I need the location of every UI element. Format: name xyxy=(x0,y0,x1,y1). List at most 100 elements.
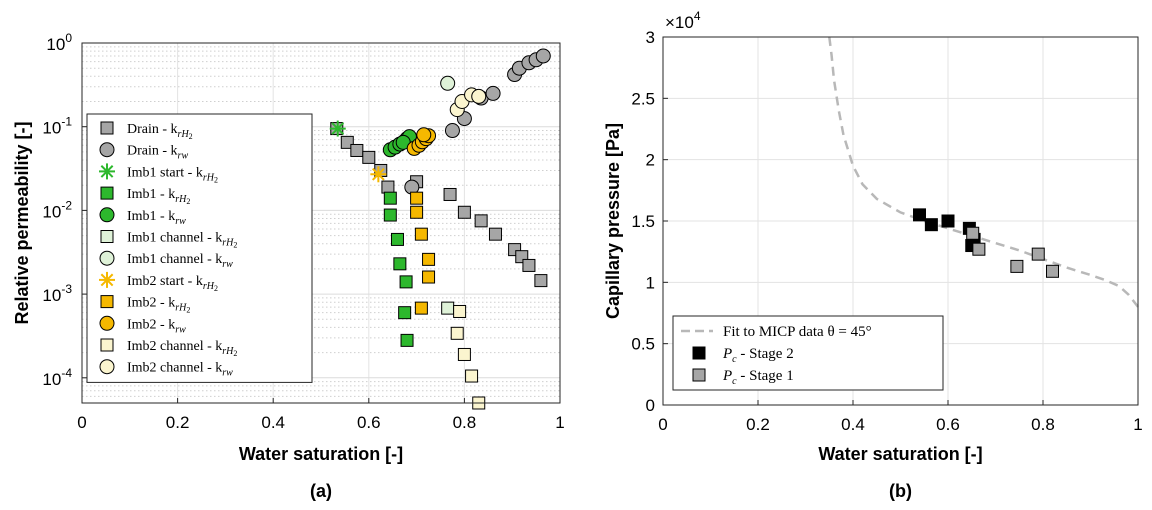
data-point-a xyxy=(488,227,502,241)
y-tick-label-b: 1 xyxy=(646,273,655,292)
data-point-b xyxy=(924,218,938,232)
legend-marker-b xyxy=(692,346,706,360)
legend-entry-a: Drain - krH2 xyxy=(127,122,193,141)
legend-entry-b: Fit to MICP data θ = 45° xyxy=(723,324,872,340)
legend-entry-a: Imb1 channel - krH2 xyxy=(127,231,237,250)
y-tick-label-b: 1.5 xyxy=(631,212,655,231)
x-tick-label-b: 0.6 xyxy=(936,415,960,434)
y-tick-label-b: 3 xyxy=(646,28,655,47)
panel-label-a: (a) xyxy=(310,481,332,501)
data-point-a xyxy=(457,347,471,361)
legend-marker-a xyxy=(100,186,114,200)
data-point-b xyxy=(966,226,980,240)
data-point-a xyxy=(398,306,412,320)
data-point-a xyxy=(399,275,413,289)
legend-entry-a: Imb2 start - krH2 xyxy=(127,274,218,293)
ticks-b: 0 0.2 0.4 0.6 0.8 1 0 0.5 1 1.5 2 2.5 3 ×104 xyxy=(631,9,1142,434)
data-point-a xyxy=(416,127,432,143)
legend-entry-a: Imb2 - krH2 xyxy=(127,296,190,315)
data-point-a xyxy=(400,333,414,347)
x-tick-label-b: 0 xyxy=(658,415,667,434)
legend-marker-a xyxy=(99,163,115,180)
data-point-a xyxy=(453,304,467,318)
y-tick-label-b: 0 xyxy=(646,396,655,415)
y-tick-label-b: 2.5 xyxy=(631,89,655,108)
ticks-a: 0 0.2 0.4 0.6 0.8 1 100 10-1 10-2 10-3 10-4 xyxy=(42,31,564,432)
data-point-a xyxy=(362,150,376,164)
legend-marker-a xyxy=(100,230,114,243)
data-point-b xyxy=(1031,247,1045,261)
legend-entry-a: Imb1 - krH2 xyxy=(127,187,190,206)
legend-entry-b: Pc - Stage 1 xyxy=(722,368,794,387)
data-point-a xyxy=(441,301,455,315)
data-point-a xyxy=(534,274,548,288)
legend-entry-b: Pc - Stage 2 xyxy=(722,346,794,365)
data-point-a xyxy=(450,326,464,340)
data-point-a xyxy=(329,120,346,137)
legend-marker-a xyxy=(99,271,115,288)
data-point-b xyxy=(1010,259,1024,273)
chart-capillary-pressure: 0 0.2 0.4 0.6 0.8 1 0 0.5 1 1.5 2 2.5 3 ×104 Water sa… xyxy=(603,9,1143,501)
data-point-a xyxy=(444,123,460,139)
x-tick-label-b: 0.2 xyxy=(746,415,770,434)
legend-entry-a: Imb1 channel - krw xyxy=(127,252,233,270)
y-axis-label-b: Capillary pressure [Pa] xyxy=(603,123,623,319)
data-marks-b xyxy=(662,36,1139,406)
x-axis-label-a: Water saturation [-] xyxy=(239,444,403,464)
legend-marker-a xyxy=(99,142,115,158)
data-point-a xyxy=(485,85,501,101)
legend-entry-a: Imb1 - krw xyxy=(127,209,186,227)
data-point-b xyxy=(972,242,986,256)
data-point-a xyxy=(471,88,487,104)
x-tick-label-b: 1 xyxy=(1133,415,1142,434)
y-tick-label-a: 10-2 xyxy=(42,198,72,221)
data-point-a xyxy=(393,257,407,271)
y-tick-label-a: 10-4 xyxy=(42,366,72,389)
x-tick-label-b: 0.4 xyxy=(841,415,865,434)
x-tick-label-a: 0.8 xyxy=(453,413,477,432)
legend-entry-a: Imb1 start - krH2 xyxy=(127,165,218,184)
legend-a: Drain - krH2 Drain - krw Imb1 start - krH2… xyxy=(86,113,313,383)
legend-marker-a xyxy=(100,338,114,352)
x-tick-label-a: 0.2 xyxy=(166,413,190,432)
data-point-a xyxy=(522,258,536,272)
legend-marker-a xyxy=(99,359,115,375)
legend-entry-a: Imb2 channel - krw xyxy=(127,361,233,379)
legend-marker-a xyxy=(100,121,114,135)
data-point-a xyxy=(390,232,404,246)
x-tick-label-a: 0.6 xyxy=(357,413,381,432)
data-point-b xyxy=(941,214,955,228)
y-axis-multiplier-b: ×104 xyxy=(665,9,701,32)
x-tick-label-a: 1 xyxy=(555,413,564,432)
data-point-a xyxy=(340,135,354,149)
legend-marker-a xyxy=(99,207,115,223)
x-tick-label-a: 0.4 xyxy=(261,413,285,432)
data-point-a xyxy=(350,143,364,157)
axes-box-a xyxy=(81,42,561,404)
panel-label-b: (b) xyxy=(889,481,912,501)
data-point-a xyxy=(381,180,395,194)
data-point-a xyxy=(383,191,397,205)
data-point-a xyxy=(440,75,456,91)
fit-curve xyxy=(828,36,1139,308)
legend-marker-a xyxy=(99,250,115,266)
data-point-a xyxy=(457,205,471,219)
data-point-a xyxy=(535,48,551,64)
legend-b: Fit to MICP data θ = 45° Pc - Stage 2 Pc -… xyxy=(672,315,944,391)
data-point-a xyxy=(414,227,428,241)
y-tick-label-b: 2 xyxy=(646,151,655,170)
data-point-a xyxy=(414,301,428,315)
data-point-a xyxy=(474,214,488,228)
y-axis-label-a: Relative permeability [-] xyxy=(12,121,32,324)
x-tick-label-b: 0.8 xyxy=(1031,415,1055,434)
data-point-a xyxy=(422,252,436,266)
y-tick-label-a: 10-1 xyxy=(42,115,72,138)
data-point-a xyxy=(422,270,436,284)
y-tick-label-a: 100 xyxy=(46,31,72,54)
legend-entry-a: Drain - krw xyxy=(127,144,188,162)
legend-marker-b xyxy=(692,368,706,382)
data-point-a xyxy=(370,166,387,183)
data-point-a xyxy=(383,208,397,222)
legend-entry-a: Imb2 - krw xyxy=(127,317,186,335)
